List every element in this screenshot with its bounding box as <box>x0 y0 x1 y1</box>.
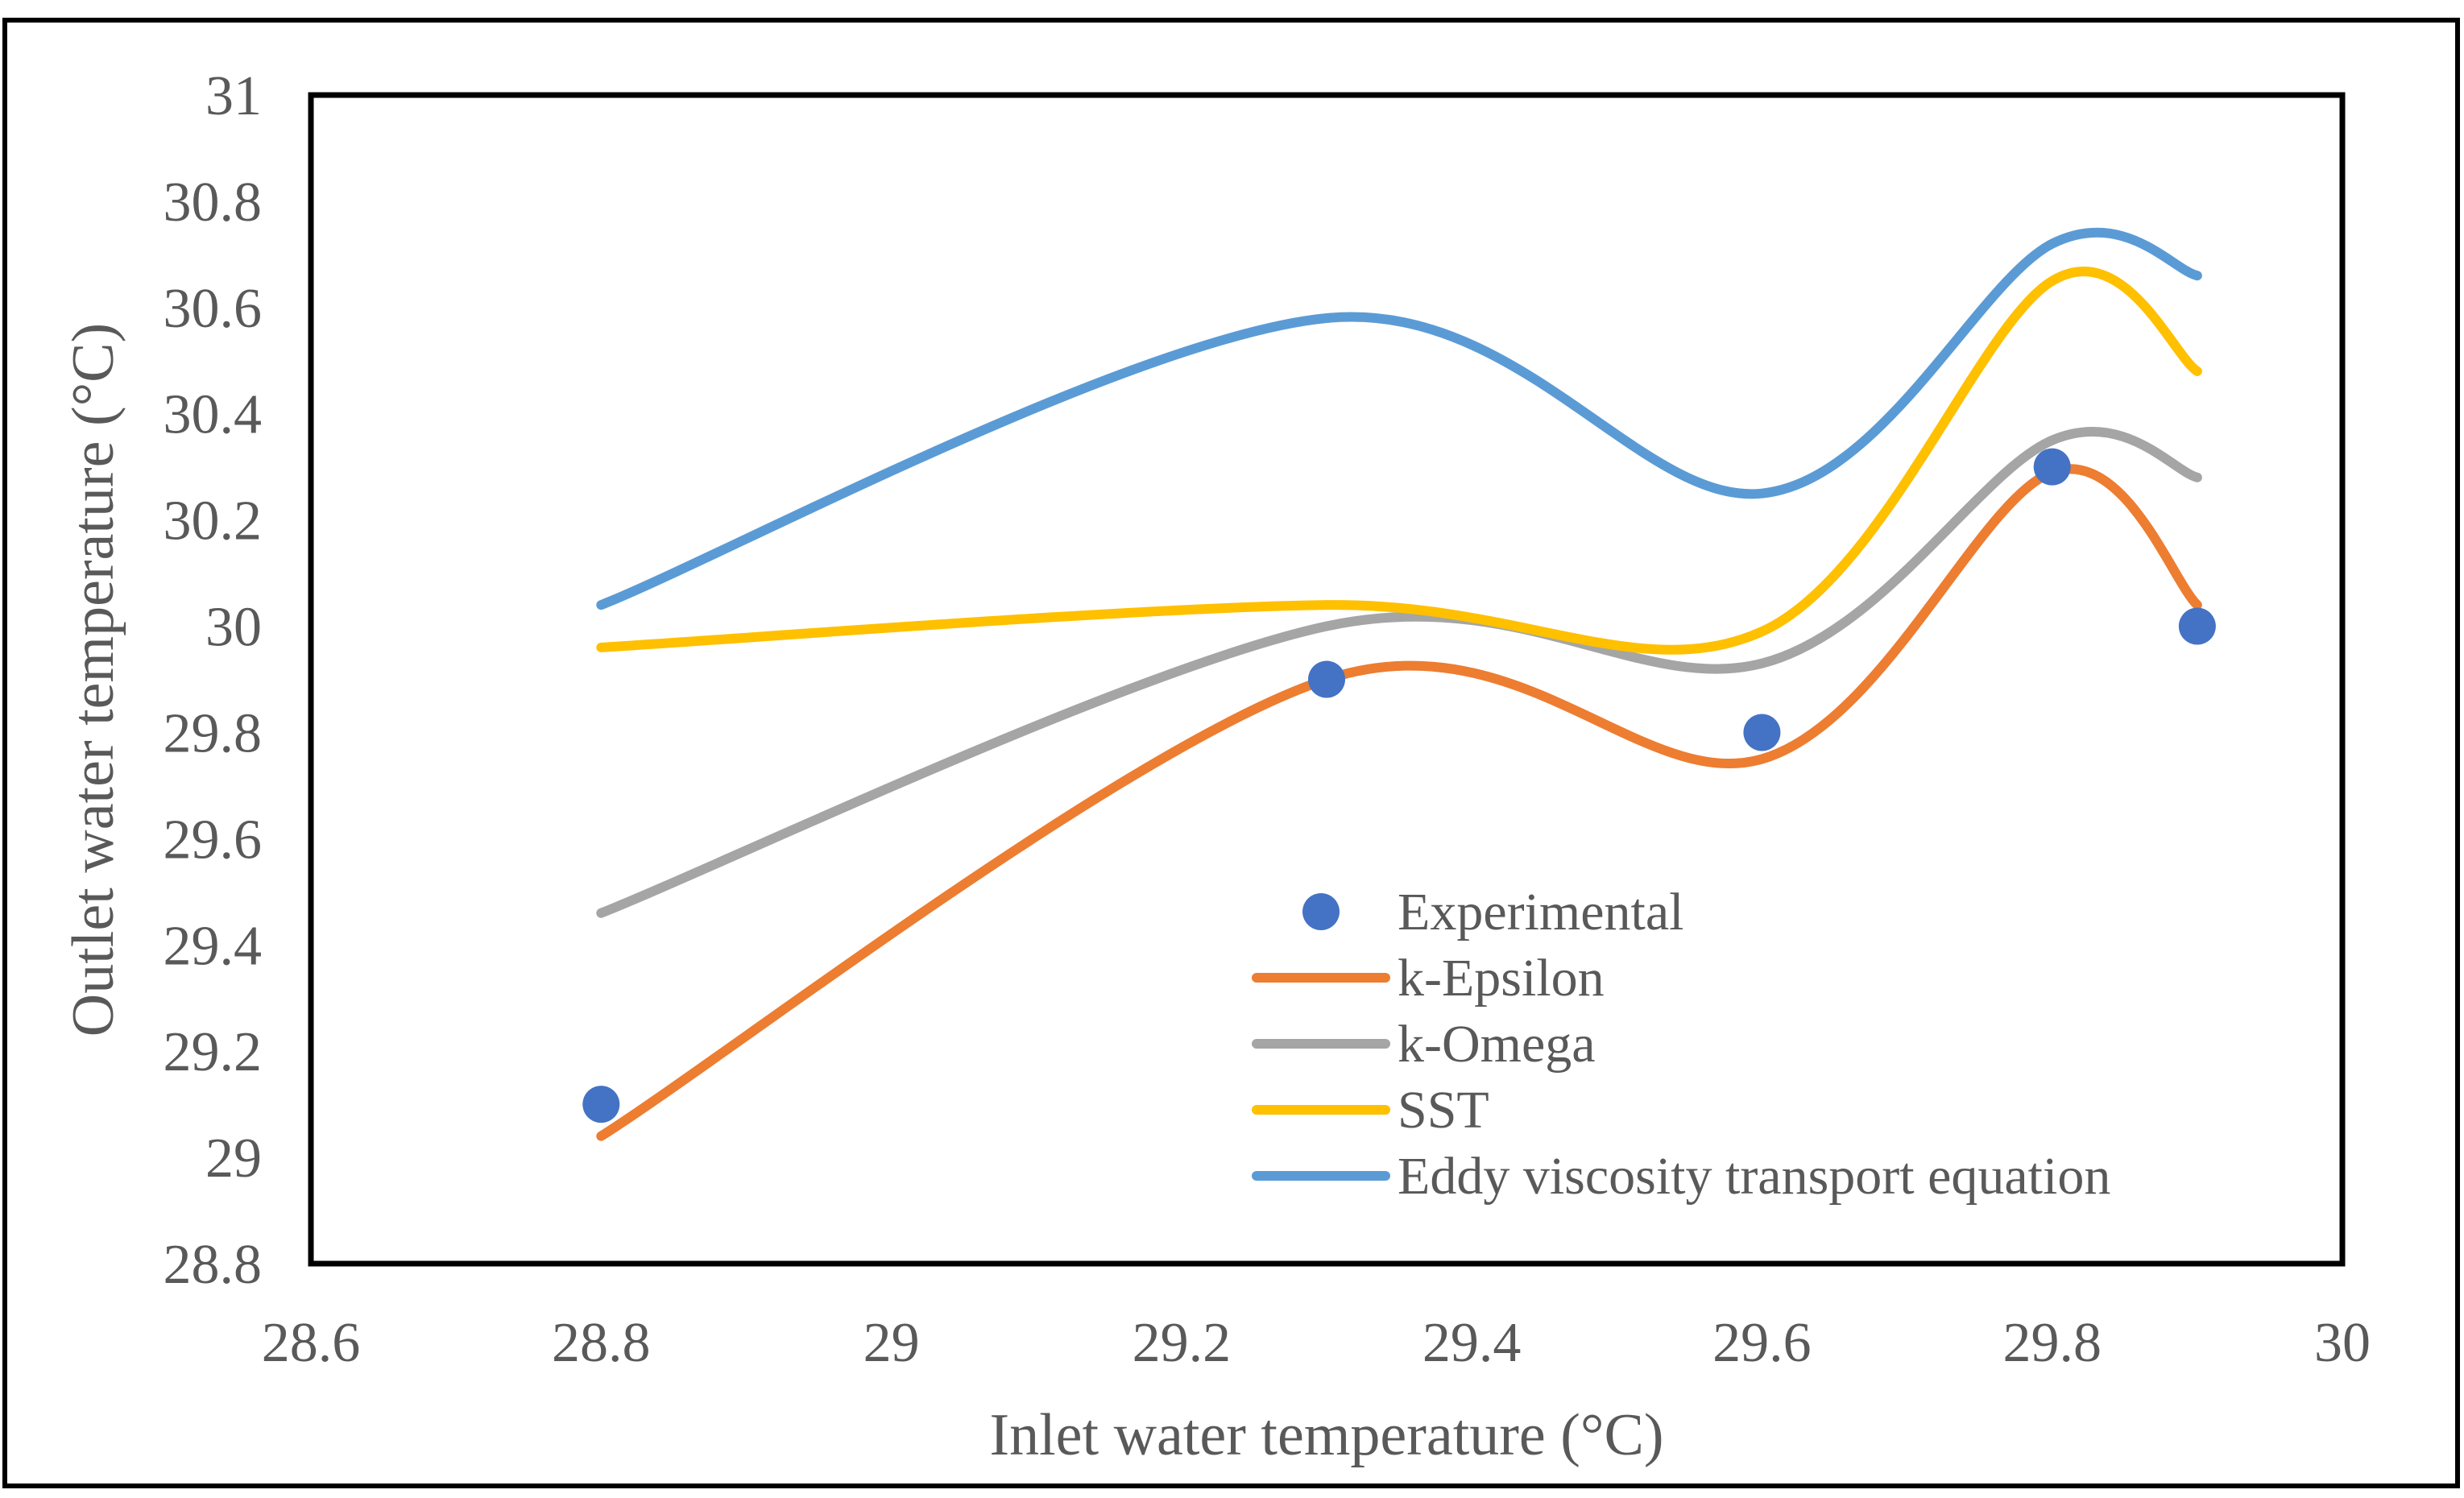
x-axis-title: Inlet water temperature (°C) <box>989 1402 1663 1468</box>
data-point-experimental <box>582 1086 620 1124</box>
y-tick-label: 30.6 <box>164 278 263 340</box>
legend-label-sst: SST <box>1398 1081 1489 1140</box>
x-tick-label: 29 <box>863 1312 920 1374</box>
series-line-eddy-viscosity-transport-equation <box>596 227 2202 610</box>
y-tick-label: 30.4 <box>164 384 263 446</box>
series-line-k-omega <box>596 427 2202 918</box>
series-line-sst <box>596 267 2202 655</box>
y-tick-label: 29.8 <box>164 702 263 764</box>
x-tick-label: 30 <box>2314 1312 2371 1374</box>
legend-label-experimental: Experimental <box>1398 883 1684 941</box>
y-tick-label: 30 <box>205 597 262 659</box>
y-tick-label: 29.2 <box>164 1021 263 1083</box>
series-layer <box>582 227 2216 1141</box>
y-tick-label: 29.6 <box>164 809 263 871</box>
legend-marker-experimental <box>1302 893 1340 930</box>
legend: Experimental k-Epsilon k-Omega SST Eddy visc… <box>1252 883 2110 1206</box>
x-tick-label: 29.4 <box>1422 1312 1522 1374</box>
y-tick-label: 29 <box>205 1128 262 1190</box>
x-tick-label: 29.2 <box>1133 1312 1232 1374</box>
legend-label-k-epsilon: k-Epsilon <box>1398 949 1605 1008</box>
x-tick-label: 29.6 <box>1712 1312 1812 1374</box>
x-tick-label: 28.6 <box>262 1312 361 1374</box>
data-point-experimental <box>1308 660 1345 698</box>
y-tick-label: 28.8 <box>164 1234 263 1296</box>
y-tick-label: 29.4 <box>164 915 263 977</box>
y-tick-label: 31 <box>205 65 262 127</box>
legend-label-eddy-viscosity-transport-equation: Eddy viscosity transport equation <box>1398 1147 2110 1206</box>
y-axis-title: Outlet water temperature (°C) <box>60 323 126 1037</box>
data-point-experimental <box>2178 607 2216 645</box>
tick-labels: 28.6 28.8 29 29.2 29.4 29.6 29.8 30 28.8 29 29.2 29… <box>164 65 2371 1374</box>
y-tick-label: 30.2 <box>164 490 263 552</box>
legend-label-k-omega: k-Omega <box>1398 1015 1596 1074</box>
y-tick-label: 30.8 <box>164 172 263 234</box>
data-point-experimental <box>1743 714 1781 751</box>
x-tick-label: 29.8 <box>2002 1312 2102 1374</box>
x-tick-label: 28.8 <box>552 1312 651 1374</box>
data-point-experimental <box>2033 448 2071 486</box>
